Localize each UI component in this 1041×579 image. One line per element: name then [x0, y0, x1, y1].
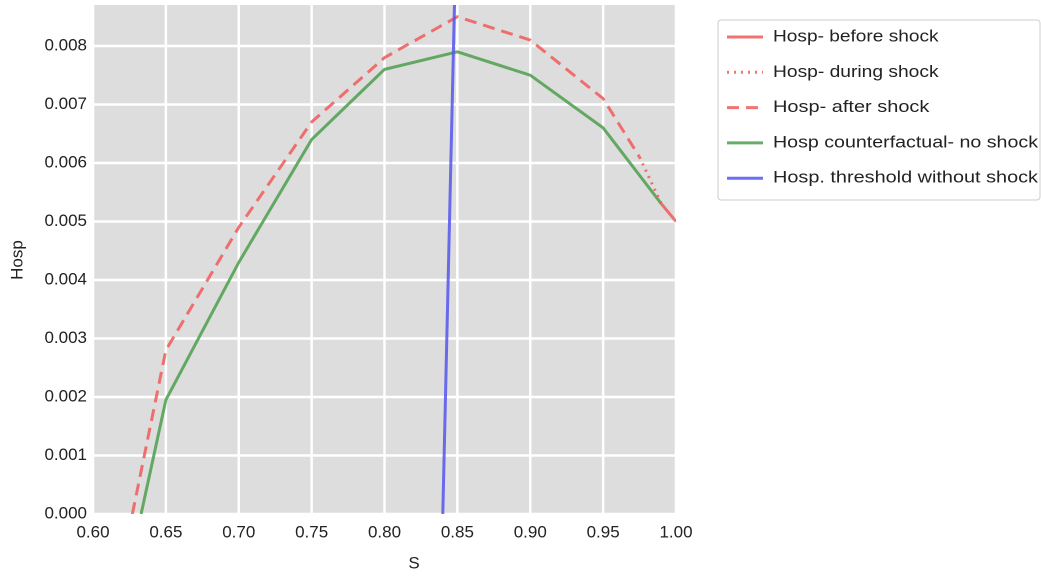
- y-tick-label: 0.001: [44, 445, 87, 464]
- y-tick-label: 0.007: [44, 94, 87, 113]
- series-line: [638, 156, 663, 205]
- y-tick-label: 0.002: [44, 386, 87, 405]
- x-tick-label: 0.70: [222, 522, 255, 541]
- series-line: [130, 15, 641, 514]
- x-tick-label: 0.60: [76, 522, 109, 541]
- legend-label: Hosp- after shock: [773, 97, 930, 116]
- x-axis-label: S: [408, 553, 419, 572]
- series-line: [441, 5, 456, 514]
- y-tick-label: 0.000: [44, 503, 87, 522]
- legend-label: Hosp- before shock: [773, 26, 939, 45]
- x-tick-label: 0.75: [295, 522, 328, 541]
- x-tick-label: 0.85: [441, 522, 474, 541]
- legend-label: Hosp. threshold without shock: [773, 168, 1039, 187]
- series-line: [660, 202, 676, 223]
- x-tick-label: 1.00: [659, 522, 692, 541]
- legend-box: [717, 19, 1041, 201]
- x-tick-label: 0.80: [368, 522, 401, 541]
- x-tick-label: 0.65: [149, 522, 182, 541]
- y-tick-label: 0.008: [44, 35, 87, 54]
- legend-label: Hosp- during shock: [773, 62, 939, 81]
- x-tick-label: 0.95: [587, 522, 620, 541]
- y-tick-label: 0.006: [44, 152, 87, 171]
- y-tick-label: 0.004: [44, 269, 87, 288]
- legend-label: Hosp counterfactual- no shock: [773, 132, 1039, 151]
- y-tick-label: 0.003: [44, 328, 87, 347]
- series-line: [139, 50, 663, 514]
- y-axis-label: Hosp: [7, 240, 26, 280]
- x-tick-label: 0.90: [514, 522, 547, 541]
- y-tick-label: 0.005: [44, 211, 87, 230]
